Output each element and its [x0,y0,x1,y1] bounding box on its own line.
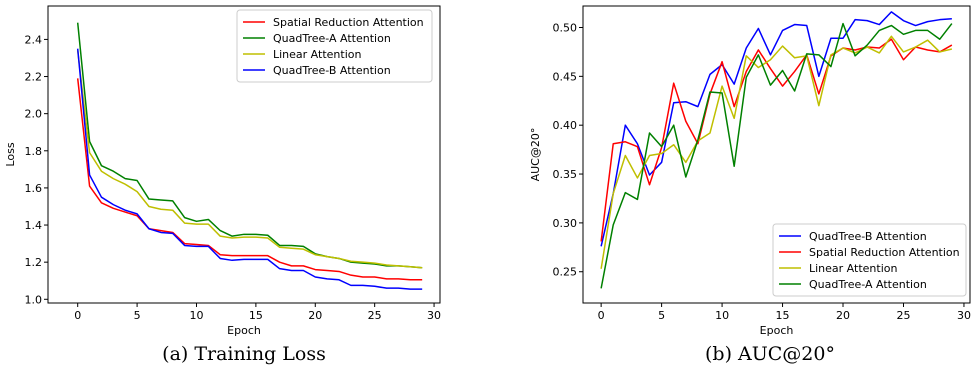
auc-legend-label: QuadTree-B Attention [809,230,927,243]
auc-series-line-2 [600,38,953,242]
loss-series-line-4 [76,48,423,290]
training-loss-panel: 0 5 10 15 20 25 30 1.0 1.2 1.4 1.6 1.8 2.0 2.2 2.4 Epoc… [4,5,441,365]
auc-series-line-4 [600,22,953,289]
loss-plot-frame [47,5,441,304]
loss-y-tick-label: 2.4 [25,33,43,46]
loss-y-tick-label: 2.0 [25,108,43,121]
loss-legend: Spatial Reduction Attention QuadTree-A At… [236,9,433,83]
loss-series-lines [76,22,423,290]
auc-series-line-3 [600,35,953,269]
loss-x-tick-label: 20 [308,309,322,322]
loss-caption: (a) Training Loss [162,343,326,365]
loss-series-line-3 [76,50,423,269]
auc-legend-label: Linear Attention [809,262,897,275]
auc-panel: 0 5 10 15 20 25 30 0.25 0.30 0.35 0.40 0.45 0.50 Epoc… [529,5,971,365]
auc-plot-frame [582,5,971,304]
loss-legend-label: Linear Attention [273,48,361,61]
auc-series-lines [600,11,953,289]
auc-y-tick-label: 0.40 [553,119,578,132]
auc-x-tick-label: 15 [776,309,790,322]
auc-y-tick-label: 0.25 [553,266,578,279]
loss-y-tick-label: 1.4 [25,219,43,232]
loss-y-tick-label: 1.0 [25,293,43,306]
loss-x-tick-label: 15 [249,309,263,322]
loss-x-tick-label: 0 [74,309,81,322]
auc-y-tick-label: 0.30 [553,217,578,230]
loss-legend-label: QuadTree-B Attention [273,64,391,77]
loss-x-tick-label: 5 [134,309,141,322]
loss-y-tick-label: 1.2 [25,256,43,269]
auc-x-tick-label: 30 [957,309,971,322]
loss-x-tick-label: 25 [368,309,382,322]
auc-legend-label: QuadTree-A Attention [809,278,927,291]
loss-x-tick-label: 30 [427,309,441,322]
auc-x-tick-label: 5 [658,309,665,322]
auc-x-tick-label: 20 [836,309,850,322]
loss-x-axis-label: Epoch [227,324,261,337]
auc-series-line-1 [600,11,952,247]
loss-x-tick-label: 10 [189,309,203,322]
auc-x-tick-label: 25 [896,309,910,322]
auc-caption: (b) AUC@20° [705,343,835,365]
loss-legend-box [236,9,433,83]
auc-legend-label: Spatial Reduction Attention [809,246,960,259]
loss-y-tick-label: 1.6 [25,182,43,195]
loss-series-line-2 [76,22,423,269]
auc-y-tick-label: 0.50 [553,21,578,34]
loss-y-axis-label: Loss [4,142,17,166]
auc-x-axis-label: Epoch [760,324,794,337]
auc-x-tick-label: 0 [598,309,605,322]
auc-x-tick-label: 10 [715,309,729,322]
auc-y-axis-label: AUC@20° [529,128,542,182]
loss-legend-label: QuadTree-A Attention [273,32,391,45]
auc-legend-box [772,223,967,297]
auc-legend: QuadTree-B Attention Spatial Reduction At… [772,223,967,297]
loss-y-tick-label: 1.8 [25,145,43,158]
auc-y-tick-label: 0.35 [553,168,578,181]
loss-legend-label: Spatial Reduction Attention [273,16,424,29]
auc-y-tick-label: 0.45 [553,70,578,83]
loss-series-line-1 [76,78,423,281]
loss-y-tick-label: 2.2 [25,71,43,84]
